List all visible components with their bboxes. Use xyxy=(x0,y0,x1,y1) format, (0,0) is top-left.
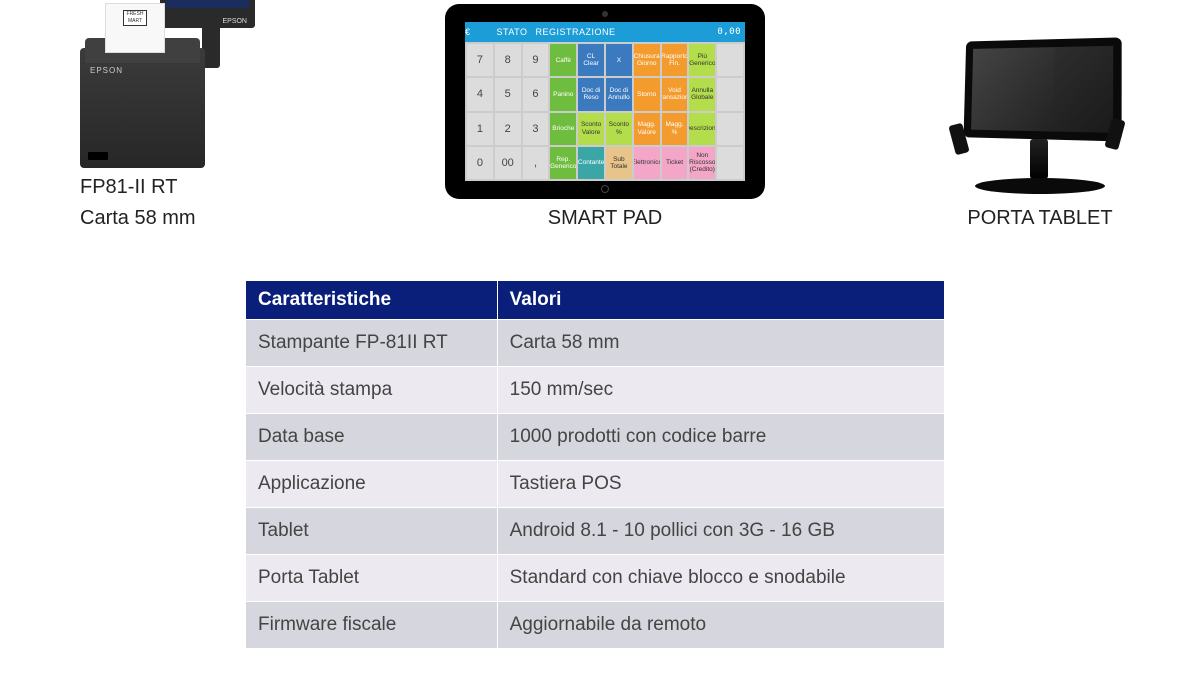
spec-key: Data base xyxy=(246,414,498,461)
status-amount: 0,00 xyxy=(717,27,741,37)
keypad-key[interactable]: Sconto % xyxy=(606,113,632,145)
status-mode: REGISTRAZIONE xyxy=(536,27,616,37)
status-currency: € xyxy=(465,27,471,37)
spec-key: Firmware fiscale xyxy=(246,602,498,649)
spec-key: Stampante FP-81II RT xyxy=(246,320,498,367)
keypad-key[interactable]: Non Riscosso (Credito) xyxy=(689,147,715,179)
printer-body-icon: FRESH MART EPSON xyxy=(80,48,205,168)
keypad-key[interactable]: Storno xyxy=(634,78,660,110)
spec-value: Android 8.1 - 10 pollici con 3G - 16 GB xyxy=(497,508,944,555)
keypad-key[interactable]: Doc di Reso xyxy=(578,78,604,110)
keypad-key[interactable]: Ticket xyxy=(662,147,688,179)
smartpad-illustration: € STATO REGISTRAZIONE 0,00 789CaffèCL Cl… xyxy=(445,4,765,199)
keypad-key[interactable]: 6 xyxy=(523,78,549,110)
product-smartpad: € STATO REGISTRAZIONE 0,00 789CaffèCL Cl… xyxy=(445,4,765,230)
display-brand: EPSON xyxy=(222,18,247,25)
table-header-row: Caratteristiche Valori xyxy=(246,281,945,320)
table-row: TabletAndroid 8.1 - 10 pollici con 3G - … xyxy=(246,508,945,555)
keypad-key[interactable]: Elettronico xyxy=(634,147,660,179)
keypad-key[interactable]: 9 xyxy=(523,44,549,76)
keypad-key[interactable]: 4 xyxy=(467,78,493,110)
keypad-key[interactable]: Caffè xyxy=(550,44,576,76)
keypad-key[interactable]: Contante xyxy=(578,147,604,179)
camera-icon xyxy=(602,11,608,17)
spec-key: Velocità stampa xyxy=(246,367,498,414)
keypad-key[interactable] xyxy=(717,44,743,76)
home-button-icon xyxy=(601,185,609,193)
printer-label-line2: Carta 58 mm xyxy=(80,207,196,230)
keypad-grid: 789CaffèCL ClearXChiusura GiornoRapporto… xyxy=(465,42,745,181)
receipt-icon: FRESH MART xyxy=(105,3,165,53)
product-printer: EPSON FRESH MART EPSON FP81-II RT Carta … xyxy=(80,0,270,230)
table-row: ApplicazioneTastiera POS xyxy=(246,461,945,508)
status-state: STATO xyxy=(497,27,528,37)
keypad-key[interactable]: Brioche xyxy=(550,113,576,145)
header-caratteristiche: Caratteristiche xyxy=(246,281,498,320)
keypad-key[interactable] xyxy=(717,78,743,110)
keypad-key[interactable] xyxy=(717,147,743,179)
status-bar: € STATO REGISTRAZIONE 0,00 xyxy=(465,22,745,42)
keypad-key[interactable]: 7 xyxy=(467,44,493,76)
keypad-key[interactable]: Descrizione xyxy=(689,113,715,145)
keypad-key[interactable]: Doc di Annullo xyxy=(606,78,632,110)
keypad-key[interactable]: Più Generico xyxy=(689,44,715,76)
spec-key: Porta Tablet xyxy=(246,555,498,602)
keypad-key[interactable]: 3 xyxy=(523,113,549,145)
stand-arm-icon xyxy=(1030,139,1048,179)
stand-label: PORTA TABLET xyxy=(967,207,1112,230)
keypad-key[interactable]: Void Transazione xyxy=(662,78,688,110)
table-row: Data base1000 prodotti con codice barre xyxy=(246,414,945,461)
spec-value: Aggiornabile da remoto xyxy=(497,602,944,649)
keypad-key[interactable]: Annulla Globale xyxy=(689,78,715,110)
keypad-key[interactable]: Magg. Valore xyxy=(634,113,660,145)
keypad-key[interactable]: 8 xyxy=(495,44,521,76)
spec-value: Standard con chiave blocco e snodabile xyxy=(497,555,944,602)
mounted-tablet-icon xyxy=(964,37,1122,141)
keypad-key[interactable]: Sub Totale xyxy=(606,147,632,179)
table-row: Velocità stampa150 mm/sec xyxy=(246,367,945,414)
printer-label-line1: FP81-II RT xyxy=(80,176,177,199)
spec-value: 150 mm/sec xyxy=(497,367,944,414)
keypad-key[interactable]: 0 xyxy=(467,147,493,179)
keypad-key[interactable]: 00 xyxy=(495,147,521,179)
stand-illustration xyxy=(940,29,1140,199)
keypad-key[interactable]: Sconto Valore xyxy=(578,113,604,145)
keypad-key[interactable]: Magg. % xyxy=(662,113,688,145)
keypad-key[interactable]: Panino xyxy=(550,78,576,110)
printer-front-icon xyxy=(88,120,197,160)
product-stand: PORTA TABLET xyxy=(940,29,1140,230)
tablet-screen: € STATO REGISTRAZIONE 0,00 789CaffèCL Cl… xyxy=(465,22,745,181)
spec-value: Carta 58 mm xyxy=(497,320,944,367)
keypad-key[interactable]: 2 xyxy=(495,113,521,145)
smartpad-label: SMART PAD xyxy=(548,207,662,230)
receipt-logo: FRESH MART xyxy=(123,10,147,26)
table-row: Firmware fiscaleAggiornabile da remoto xyxy=(246,602,945,649)
customer-display-icon: EPSON xyxy=(160,0,255,28)
keypad-key[interactable]: Rapporto Fin. xyxy=(662,44,688,76)
table-row: Stampante FP-81II RTCarta 58 mm xyxy=(246,320,945,367)
table-row: Porta TabletStandard con chiave blocco e… xyxy=(246,555,945,602)
keypad-key[interactable]: Rep. Generico xyxy=(550,147,576,179)
spec-table: Caratteristiche Valori Stampante FP-81II… xyxy=(245,280,945,649)
keypad-key[interactable]: , xyxy=(523,147,549,179)
header-valori: Valori xyxy=(497,281,944,320)
keypad-key[interactable]: 5 xyxy=(495,78,521,110)
spec-value: Tastiera POS xyxy=(497,461,944,508)
keypad-key[interactable]: X xyxy=(606,44,632,76)
printer-brand: EPSON xyxy=(90,66,123,75)
spec-key: Applicazione xyxy=(246,461,498,508)
printer-illustration: EPSON FRESH MART EPSON xyxy=(80,0,270,168)
keypad-key[interactable]: 1 xyxy=(467,113,493,145)
keypad-key[interactable] xyxy=(717,113,743,145)
products-row: EPSON FRESH MART EPSON FP81-II RT Carta … xyxy=(0,0,1200,230)
spec-key: Tablet xyxy=(246,508,498,555)
keypad-key[interactable]: CL Clear xyxy=(578,44,604,76)
keypad-key[interactable]: Chiusura Giorno xyxy=(634,44,660,76)
spec-value: 1000 prodotti con codice barre xyxy=(497,414,944,461)
stand-base-icon xyxy=(975,178,1105,194)
